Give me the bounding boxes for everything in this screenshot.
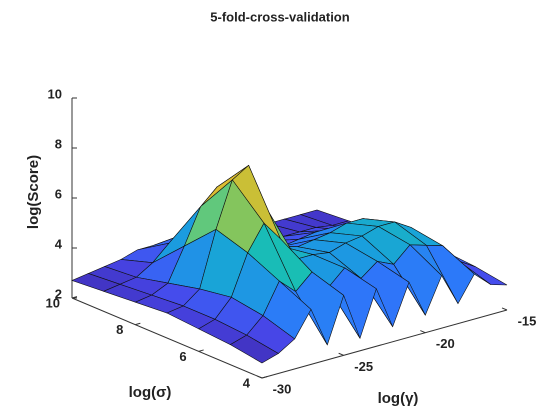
y-tick-label: 6 xyxy=(179,349,186,364)
x-tick xyxy=(501,307,508,311)
chart-title: 5-fold-cross-validation xyxy=(210,9,349,24)
z-tick-label: 10 xyxy=(48,86,62,101)
y-tick xyxy=(261,376,268,379)
x-tick xyxy=(256,375,263,379)
x-tick-label: -25 xyxy=(354,359,373,374)
x-axis-label: log(γ) xyxy=(378,390,419,407)
x-tick xyxy=(420,330,426,334)
z-axis-label: log(Score) xyxy=(25,155,42,229)
y-axis-label: log(σ) xyxy=(129,384,172,401)
x-tick-label: -15 xyxy=(518,313,537,328)
x-tick-label: -30 xyxy=(273,381,292,396)
x-axis xyxy=(261,309,508,379)
y-tick xyxy=(198,349,204,352)
x-tick-label: -20 xyxy=(436,336,455,351)
z-tick-label: 8 xyxy=(55,136,62,151)
z-tick-label: 4 xyxy=(55,236,63,251)
z-tick-label: 2 xyxy=(55,286,62,301)
z-tick-label: 6 xyxy=(55,186,62,201)
y-tick xyxy=(71,296,78,299)
y-tick-label: 10 xyxy=(46,295,60,310)
y-tick xyxy=(135,322,141,326)
x-tick xyxy=(338,352,344,356)
y-tick-label: 8 xyxy=(116,322,123,337)
y-tick-label: 4 xyxy=(243,375,251,390)
surface-cell xyxy=(229,334,279,364)
y-axis xyxy=(71,297,263,379)
